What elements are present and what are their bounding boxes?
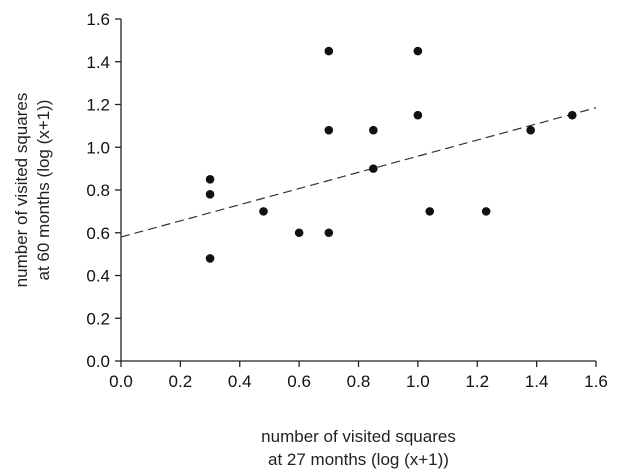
y-axis-title-line: number of visited squares bbox=[12, 93, 31, 288]
data-point bbox=[205, 254, 215, 263]
x-tick-label: 0.0 bbox=[109, 372, 133, 391]
data-point bbox=[205, 189, 215, 199]
data-point bbox=[567, 110, 577, 120]
data-point bbox=[413, 46, 423, 56]
data-point bbox=[205, 175, 215, 184]
y-tick-label: 1.4 bbox=[86, 53, 110, 72]
trendline-group bbox=[120, 107, 597, 238]
data-point bbox=[526, 125, 535, 135]
y-axis-title-text: number of visited squares at 60 months (l… bbox=[12, 93, 53, 288]
data-point bbox=[369, 125, 378, 135]
y-tick-label: 0.8 bbox=[86, 181, 110, 200]
data-point bbox=[413, 110, 423, 120]
x-tick-label: 1.2 bbox=[465, 372, 489, 391]
y-axis-title: number of visited squares at 60 months (l… bbox=[12, 93, 53, 288]
data-point bbox=[324, 125, 334, 135]
y-axis-ticks: 0.0 0.2 0.4 0.6 0.8 1.0 1.2 1.4 1.6 bbox=[86, 10, 121, 371]
y-tick-label: 1.6 bbox=[86, 10, 110, 29]
y-tick-label: 0.0 bbox=[86, 352, 110, 371]
y-tick-label: 1.0 bbox=[86, 138, 110, 157]
y-tick-label: 0.4 bbox=[86, 267, 110, 286]
trendline bbox=[120, 107, 597, 238]
x-tick-label: 0.8 bbox=[347, 372, 371, 391]
x-tick-label: 1.0 bbox=[406, 372, 430, 391]
data-point bbox=[425, 207, 435, 216]
x-tick-label: 0.2 bbox=[169, 372, 193, 391]
x-tick-label: 1.4 bbox=[525, 372, 549, 391]
data-point bbox=[294, 228, 304, 238]
x-axis-title-line: number of visited squares bbox=[261, 427, 456, 446]
y-tick-label: 0.6 bbox=[86, 224, 110, 243]
y-tick-label: 0.2 bbox=[86, 309, 110, 328]
data-point bbox=[324, 228, 334, 238]
data-point bbox=[324, 46, 334, 56]
x-tick-label: 0.6 bbox=[287, 372, 311, 391]
data-point bbox=[481, 207, 491, 216]
x-tick-label: 0.4 bbox=[228, 372, 252, 391]
x-tick-label: 1.6 bbox=[584, 372, 608, 391]
y-axis-title-line: at 60 months (log (x+1)) bbox=[34, 100, 53, 281]
x-axis-ticks: 0.0 0.2 0.4 0.6 0.8 1.0 1.2 1.4 1.6 bbox=[109, 361, 608, 391]
x-axis-title-line: at 27 months (log (x+1)) bbox=[268, 450, 449, 469]
data-point bbox=[259, 207, 268, 216]
axes bbox=[120, 19, 596, 362]
data-point bbox=[369, 164, 378, 173]
y-tick-label: 1.2 bbox=[86, 96, 110, 115]
x-axis-title: number of visited squares at 27 months (l… bbox=[261, 427, 456, 469]
data-points bbox=[205, 46, 577, 263]
